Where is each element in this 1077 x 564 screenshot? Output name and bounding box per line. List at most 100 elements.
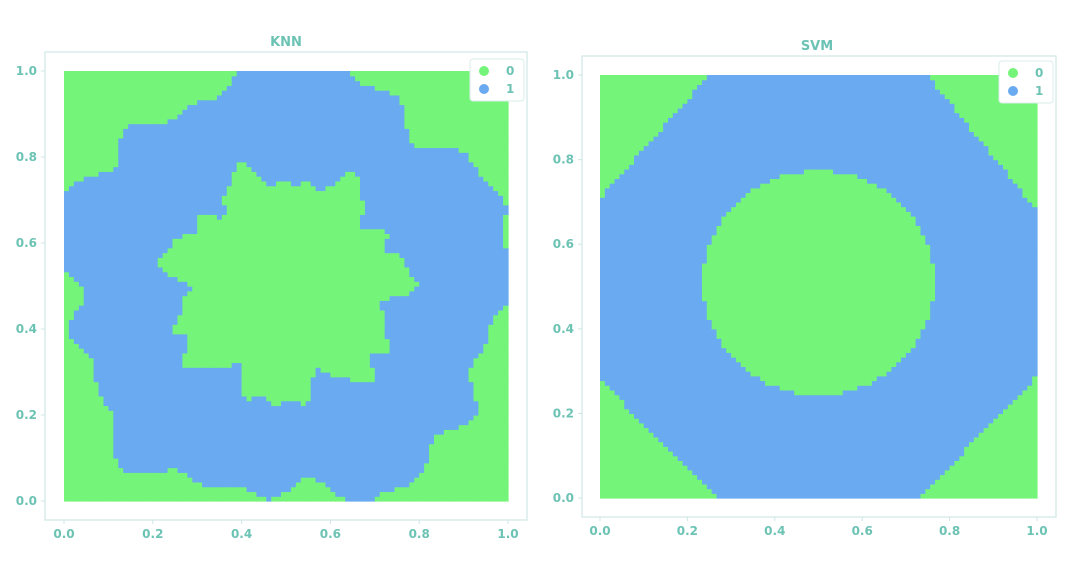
knn-class-0-cell: [177, 314, 183, 321]
knn-class-0-cell: [64, 123, 70, 129]
knn-class-0-cell: [281, 333, 287, 340]
knn-class-0-cell: [113, 109, 119, 115]
knn-class-0-cell: [221, 491, 228, 497]
knn-class-1-cell: [231, 123, 238, 129]
knn-class-0-cell: [103, 71, 109, 77]
knn-class-1-cell: [152, 395, 159, 402]
knn-class-1-cell: [192, 114, 198, 120]
knn-class-1-cell: [315, 171, 322, 177]
knn-class-0-cell: [305, 357, 312, 364]
knn-class-0-cell: [73, 171, 80, 177]
knn-class-0-cell: [261, 314, 267, 321]
knn-class-1-cell: [177, 152, 183, 158]
knn-class-0-cell: [83, 405, 90, 411]
knn-class-0-cell: [93, 152, 100, 158]
knn-class-1-cell: [231, 85, 238, 91]
knn-class-1-cell: [226, 410, 233, 416]
knn-class-0-cell: [276, 252, 282, 258]
knn-class-0-cell: [246, 204, 253, 211]
knn-class-0-cell: [64, 75, 70, 82]
knn-class-0-cell: [241, 295, 248, 301]
knn-class-1-cell: [236, 453, 243, 459]
knn-class-0-cell: [241, 176, 248, 182]
knn-class-0-cell: [286, 247, 292, 254]
knn-class-1-cell: [142, 314, 149, 321]
knn-class-0-cell: [246, 329, 253, 335]
knn-class-0-cell: [103, 419, 109, 426]
knn-class-1-cell: [295, 128, 302, 134]
knn-class-1-cell: [88, 247, 95, 254]
knn-class-1-cell: [162, 448, 169, 454]
knn-class-0-cell: [93, 481, 100, 488]
knn-class-0-cell: [113, 486, 119, 493]
knn-class-1-cell: [78, 238, 85, 244]
knn-class-1-cell: [330, 434, 336, 440]
knn-class-0-cell: [64, 128, 70, 134]
knn-class-1-cell: [142, 243, 149, 249]
knn-class-0-cell: [197, 233, 203, 239]
knn-class-0-cell: [64, 405, 70, 411]
knn-class-1-cell: [88, 176, 95, 182]
knn-class-0-cell: [172, 94, 179, 101]
knn-class-0-cell: [128, 71, 134, 77]
knn-class-0-cell: [276, 367, 282, 373]
knn-class-1-cell: [177, 228, 183, 235]
knn-class-0-cell: [202, 257, 208, 263]
knn-class-1-cell: [202, 114, 208, 120]
knn-class-0-cell: [266, 214, 272, 220]
knn-class-1-cell: [64, 252, 70, 258]
knn-class-1-cell: [251, 90, 257, 96]
knn-class-1-cell: [68, 257, 75, 263]
knn-class-1-cell: [108, 195, 114, 201]
knn-class-1-cell: [98, 228, 105, 235]
knn-class-0-cell: [192, 90, 198, 96]
knn-class-1-cell: [83, 290, 90, 297]
knn-class-1-cell: [157, 137, 164, 144]
knn-class-0-cell: [103, 85, 109, 91]
knn-class-1-cell: [241, 448, 248, 454]
knn-class-0-cell: [276, 243, 282, 249]
knn-class-0-cell: [192, 99, 198, 106]
knn-class-0-cell: [73, 128, 80, 134]
knn-class-0-cell: [83, 481, 90, 488]
knn-class-1-cell: [305, 147, 312, 153]
knn-class-0-cell: [216, 309, 223, 316]
knn-class-0-cell: [325, 243, 331, 249]
knn-class-0-cell: [305, 391, 312, 397]
knn-class-1-cell: [167, 376, 174, 383]
knn-class-1-cell: [103, 391, 109, 397]
knn-class-0-cell: [236, 223, 243, 230]
knn-class-1-cell: [300, 99, 307, 106]
knn-class-0-cell: [226, 204, 233, 211]
knn-class-0-cell: [335, 319, 341, 325]
knn-class-0-cell: [216, 266, 223, 273]
knn-class-0-cell: [108, 118, 114, 125]
knn-class-1-cell: [197, 400, 203, 407]
knn-class-0-cell: [177, 324, 183, 330]
knn-class-1-cell: [88, 257, 95, 263]
knn-class-1-cell: [147, 381, 154, 387]
knn-class-1-cell: [261, 472, 267, 478]
knn-class-0-cell: [98, 137, 105, 144]
knn-class-1-cell: [315, 419, 322, 426]
knn-class-0-cell: [147, 491, 154, 497]
knn-class-0-cell: [187, 85, 193, 91]
knn-class-1-cell: [221, 415, 228, 421]
knn-class-0-cell: [88, 486, 95, 493]
knn-class-1-cell: [167, 372, 174, 378]
knn-class-1-cell: [103, 295, 109, 301]
knn-class-1-cell: [78, 180, 85, 187]
knn-class-1-cell: [231, 75, 238, 82]
knn-class-1-cell: [147, 400, 154, 407]
knn-class-0-cell: [315, 195, 322, 201]
knn-class-0-cell: [246, 233, 253, 239]
knn-class-1-cell: [281, 453, 287, 459]
knn-class-0-cell: [172, 257, 179, 263]
knn-class-1-cell: [118, 137, 124, 144]
knn-class-1-cell: [266, 142, 272, 149]
knn-class-0-cell: [172, 247, 179, 254]
knn-class-1-cell: [251, 434, 257, 440]
knn-class-1-cell: [320, 147, 327, 153]
knn-class-1-cell: [103, 233, 109, 239]
knn-class-0-cell: [212, 362, 218, 368]
